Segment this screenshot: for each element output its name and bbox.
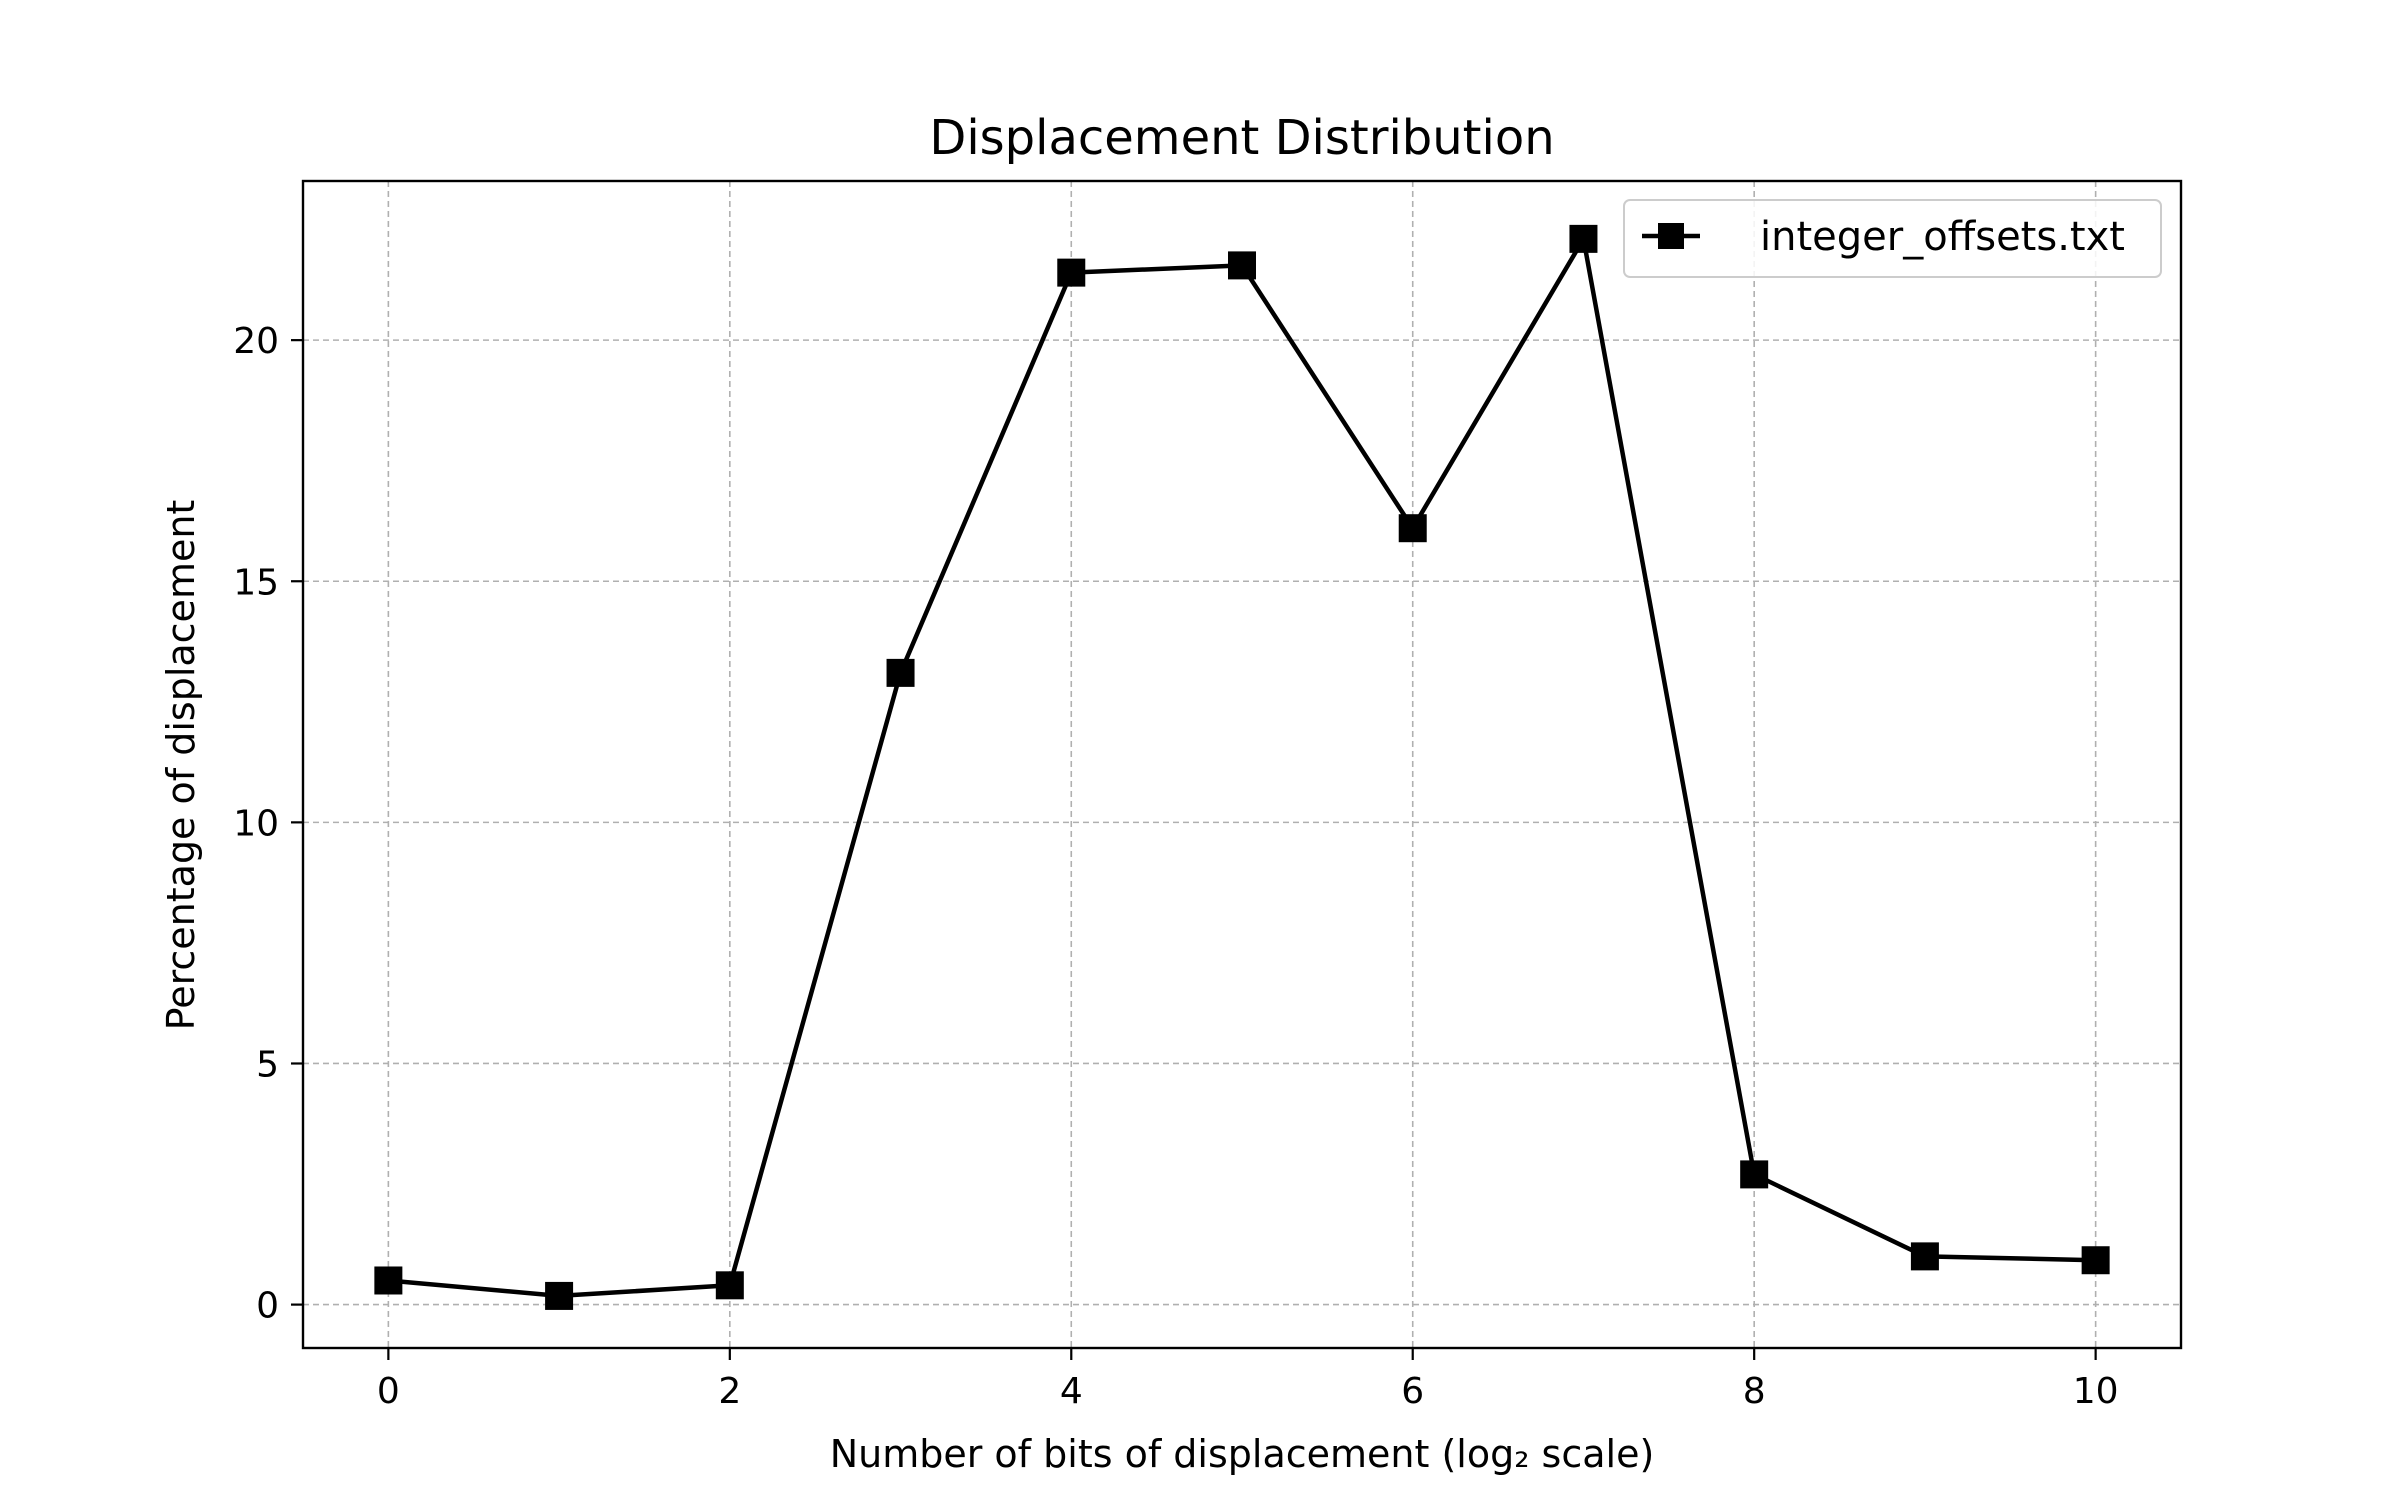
y-tick-label: 20: [233, 321, 279, 362]
y-tick-label: 5: [256, 1044, 279, 1085]
plot-frame: [301, 179, 2183, 1350]
y-tick-label: 10: [233, 803, 279, 844]
data-point-marker: [715, 1271, 744, 1300]
legend-box: [1623, 199, 2162, 278]
x-tick-label: 10: [2073, 1371, 2119, 1412]
data-point-marker: [374, 1266, 403, 1295]
y-tick-label: 0: [256, 1286, 279, 1327]
x-tick-label: 6: [1401, 1371, 1424, 1412]
data-point-marker: [1740, 1160, 1769, 1189]
chart-title: Displacement Distribution: [929, 110, 1554, 166]
y-tick-label: 15: [233, 562, 279, 603]
x-tick-label: 2: [718, 1371, 741, 1412]
data-point-marker: [1398, 514, 1427, 543]
data-point-marker: [1057, 258, 1086, 287]
data-point-marker: [1228, 251, 1256, 280]
legend-square-marker: [1658, 223, 1684, 249]
x-tick-label: 8: [1743, 1371, 1766, 1412]
x-axis-label: Number of bits of displacement (log₂ sca…: [830, 1432, 1655, 1476]
legend-label: integer_offsets.txt: [1760, 214, 2125, 260]
data-point-marker: [1569, 224, 1598, 253]
data-point-marker: [2081, 1246, 2110, 1275]
x-tick-label: 0: [377, 1371, 400, 1412]
legend: integer_offsets.txt: [1623, 199, 2162, 278]
data-point-marker: [886, 658, 915, 687]
data-point-marker: [545, 1281, 574, 1310]
grid-lines: [303, 181, 2181, 1348]
y-axis-label: Percentage of displacement: [159, 500, 203, 1031]
data-point-marker: [1910, 1242, 1939, 1271]
x-tick-label: 4: [1060, 1371, 1083, 1412]
axis-ticks: 0 2 4 6 8 10 0 5 10 15 20: [233, 321, 2118, 1412]
series-layer: [374, 224, 2110, 1310]
